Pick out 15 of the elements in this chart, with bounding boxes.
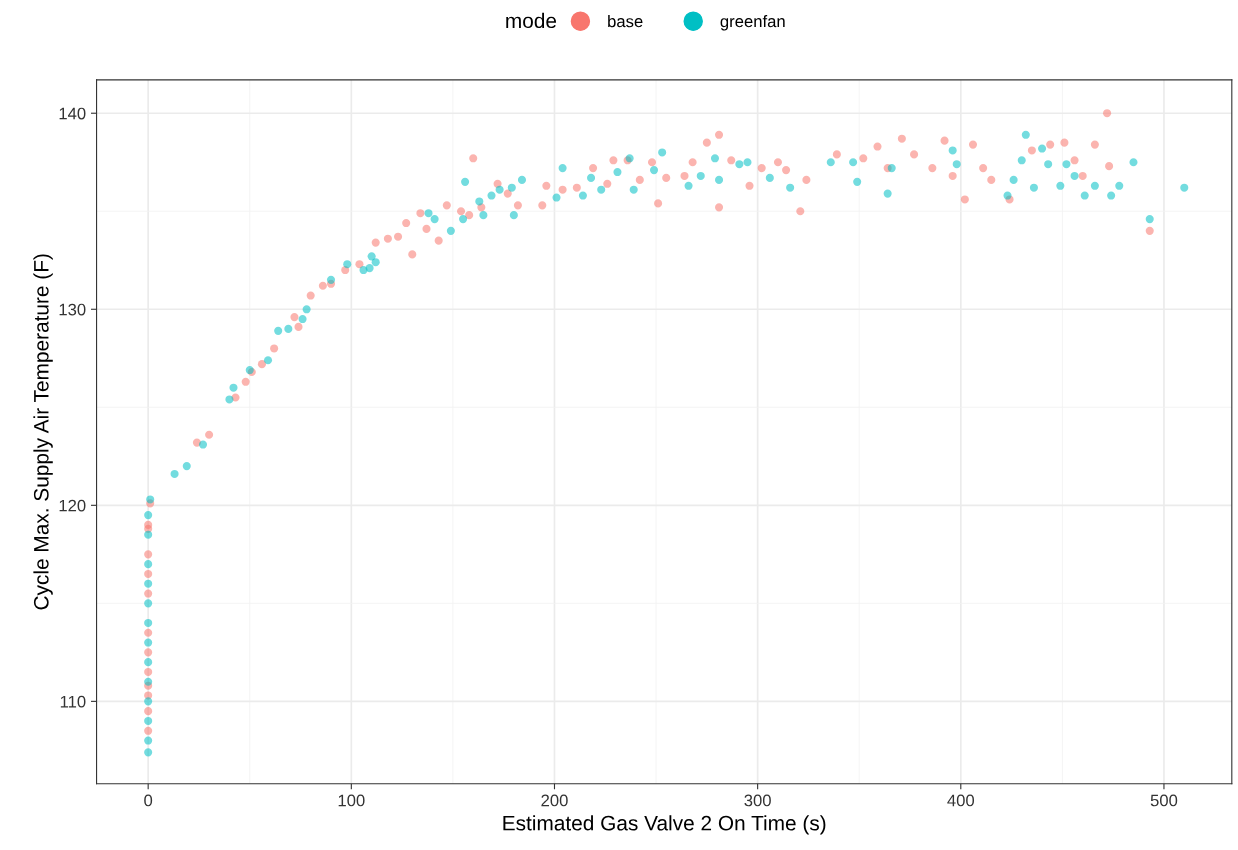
- x-tick-label: 100: [338, 794, 365, 807]
- y-tick-label: 120: [59, 499, 86, 512]
- legend-label: greenfan: [720, 15, 785, 31]
- legend-title: mode: [506, 12, 557, 29]
- x-tick-label: 500: [1150, 794, 1178, 807]
- x-tick-label: 300: [744, 794, 771, 807]
- y-axis-title: Cycle Max. Supply Air Temperature (F): [33, 254, 53, 610]
- x-tick-label: 200: [541, 794, 568, 807]
- x-tick-label: 400: [947, 794, 975, 807]
- y-tick-label: 110: [60, 695, 86, 708]
- x-tick-label: 0: [144, 794, 153, 807]
- x-axis-title: Estimated Gas Valve 2 On Time (s): [503, 815, 826, 835]
- legend-label: base: [608, 15, 643, 28]
- y-tick-label: 140: [59, 107, 86, 120]
- y-tick-label: 130: [59, 303, 86, 316]
